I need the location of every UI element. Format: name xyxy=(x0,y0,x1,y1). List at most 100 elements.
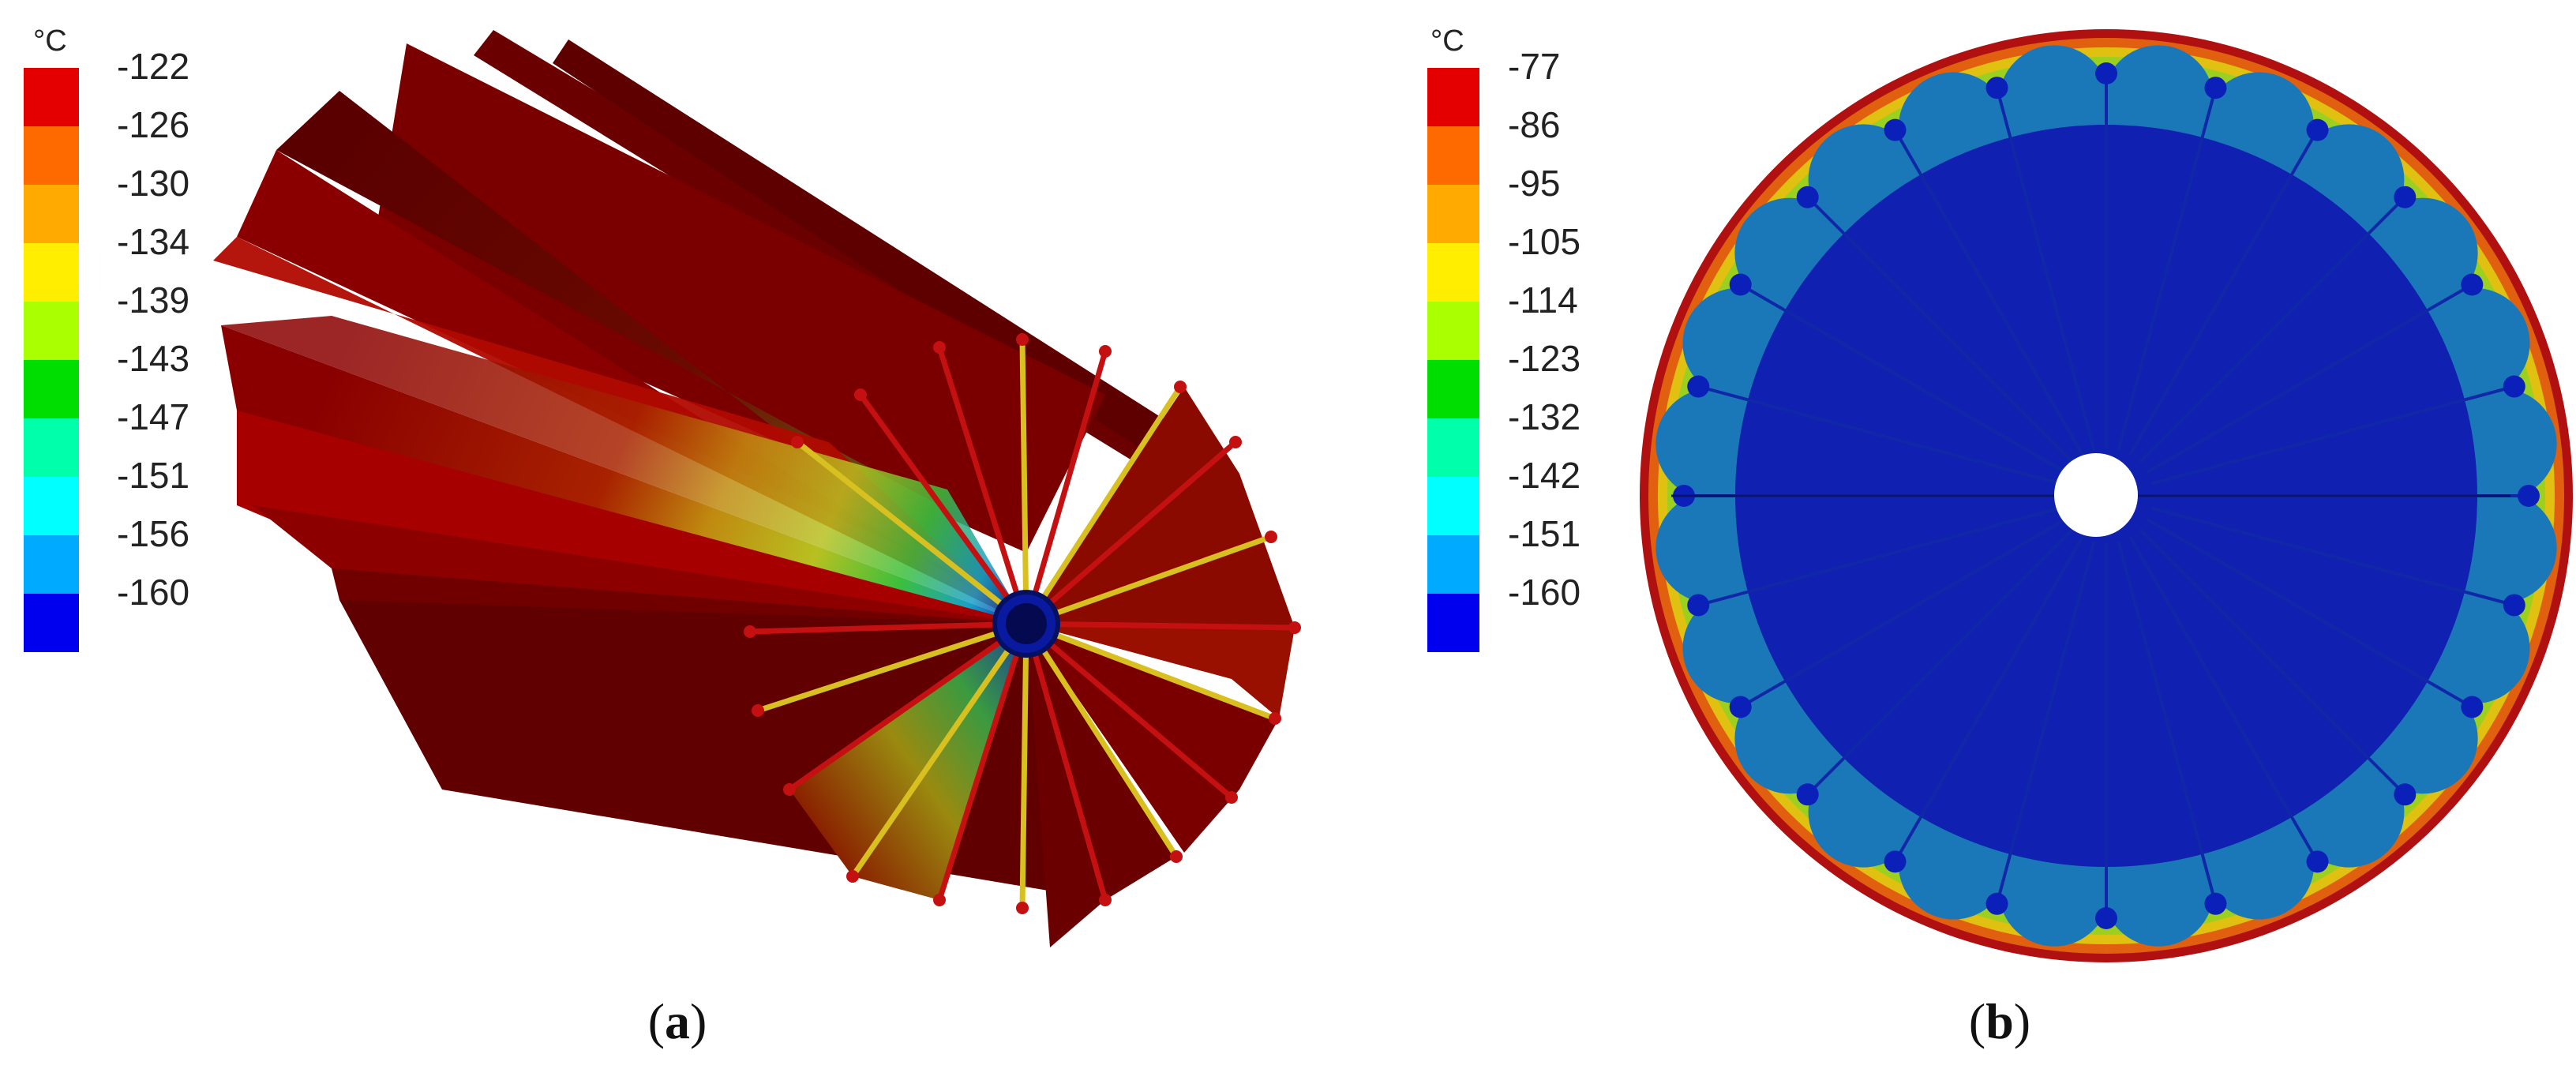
fin-line xyxy=(2128,129,2319,456)
fin-tip xyxy=(933,894,946,906)
fin-tip xyxy=(1016,333,1029,346)
legend-b: °C -77 -86 -95 -105 -114 -123 -132 -142 -151 -160 xyxy=(1427,24,1580,652)
fin-tip xyxy=(1269,712,1281,725)
fin-tip xyxy=(2095,62,2117,84)
legend-a-unit: °C xyxy=(33,24,67,58)
fin-line xyxy=(1995,87,2096,451)
fin-line xyxy=(1697,384,2061,486)
legend-label: -160 xyxy=(117,572,189,613)
fin-edge xyxy=(936,622,1029,902)
center-hole xyxy=(2054,453,2138,537)
fin-tip xyxy=(752,704,764,717)
legend-swatch xyxy=(1427,243,1479,302)
fin-right-4 xyxy=(1026,624,1176,947)
fin-back-2 xyxy=(553,39,1200,462)
legend-swatch xyxy=(1427,360,1479,418)
legend-swatch xyxy=(24,535,79,594)
fin-edge xyxy=(1024,621,1234,800)
legend-swatch xyxy=(24,302,79,360)
fin-tip xyxy=(1099,894,1112,906)
legend-label: -151 xyxy=(117,455,189,496)
legend-swatch xyxy=(1427,126,1479,185)
fin-tip xyxy=(783,783,796,796)
legend-swatch xyxy=(1427,477,1479,535)
legend-label: -156 xyxy=(117,513,189,554)
fin-edge xyxy=(749,621,1027,635)
legend-label: -114 xyxy=(1508,279,1578,321)
legend-swatch xyxy=(24,418,79,477)
core-tube-inner xyxy=(1006,603,1047,644)
legend-label: -139 xyxy=(117,279,189,321)
fin-tip xyxy=(2204,77,2227,99)
fin-edge xyxy=(1026,621,1295,631)
legend-swatch xyxy=(1427,302,1479,360)
fin-line xyxy=(1697,506,2061,607)
legend-label: -77 xyxy=(1508,46,1560,87)
fin-tip xyxy=(1229,436,1242,448)
fin-tip xyxy=(1729,696,1752,718)
fin-tip xyxy=(791,436,804,448)
fin-edge xyxy=(1024,440,1238,626)
fin-tip xyxy=(744,625,756,638)
fin-low-2 xyxy=(339,600,1105,900)
fin-edge xyxy=(1023,351,1108,625)
fin-tip xyxy=(933,341,946,354)
fin-line xyxy=(1739,518,2067,709)
legend-label: -160 xyxy=(1508,572,1580,613)
legend-swatch xyxy=(1427,418,1479,477)
legend-label: -147 xyxy=(117,396,189,437)
legend-swatch xyxy=(24,360,79,418)
legend-swatch xyxy=(1427,594,1479,652)
fin-tip xyxy=(2204,892,2227,915)
fin-line xyxy=(2139,196,2406,463)
fin-tip xyxy=(1796,783,1819,806)
fin-tip xyxy=(1687,375,1710,398)
fin-tip xyxy=(2394,783,2417,806)
legend-label: -143 xyxy=(117,338,189,379)
fin-line xyxy=(2146,283,2473,474)
legend-a-colorbar xyxy=(24,68,79,652)
fin-tip xyxy=(1225,791,1238,804)
legend-label: -95 xyxy=(1508,163,1560,204)
legend-swatch xyxy=(1427,68,1479,126)
legend-label: -130 xyxy=(117,163,189,204)
fin-tip xyxy=(1884,850,1907,873)
fin-line xyxy=(1995,541,2096,905)
legend-label: -142 xyxy=(1508,455,1580,496)
fin-line xyxy=(2151,384,2515,486)
legend-label: -126 xyxy=(117,104,189,145)
legend-label: -86 xyxy=(1508,104,1560,145)
fin-tip xyxy=(2503,375,2525,398)
legend-swatch xyxy=(24,185,79,243)
fin-tip xyxy=(1099,345,1112,358)
legend-a-labels: -122 -126 -130 -134 -139 -143 -147 -151 -156 -160 xyxy=(117,46,189,613)
fin-line xyxy=(2128,535,2319,863)
legend-swatch xyxy=(24,243,79,302)
fin-line xyxy=(2117,541,2218,905)
cross-section-contour xyxy=(1640,29,2573,962)
fin-lines xyxy=(1673,62,2540,929)
legend-label: -123 xyxy=(1508,338,1580,379)
fin-line xyxy=(1893,535,2084,863)
fin-edge xyxy=(756,621,1028,714)
panel-a: °C -122-126-130-134-139-143-147-151-156-… xyxy=(24,24,1301,1049)
legend-b-labels: -77 -86 -95 -105 -114 -123 -132 -142 -151 -160 xyxy=(1508,46,1580,613)
fin-tip xyxy=(1729,273,1752,296)
fin-edge xyxy=(850,622,1029,878)
fin-edge xyxy=(936,346,1029,625)
fin-tip xyxy=(1796,186,1819,208)
fin-edge xyxy=(1023,623,1108,901)
legend-b-unit: °C xyxy=(1430,24,1464,58)
fin-line xyxy=(1893,129,2084,456)
fin-edge xyxy=(1025,534,1273,627)
legend-swatch xyxy=(24,477,79,535)
panel-b: °C -77 -86 -95 -105 -114 -123 -132 -142 -151 -160… xyxy=(1427,24,2573,1049)
legend-label: -105 xyxy=(1508,221,1580,262)
heat-exchanger-3d xyxy=(213,30,1301,947)
fin-edge xyxy=(795,440,1029,626)
legend-swatch xyxy=(1427,535,1479,594)
fin-tip xyxy=(2503,594,2525,617)
legend-swatch xyxy=(24,126,79,185)
legend-swatch xyxy=(24,68,79,126)
